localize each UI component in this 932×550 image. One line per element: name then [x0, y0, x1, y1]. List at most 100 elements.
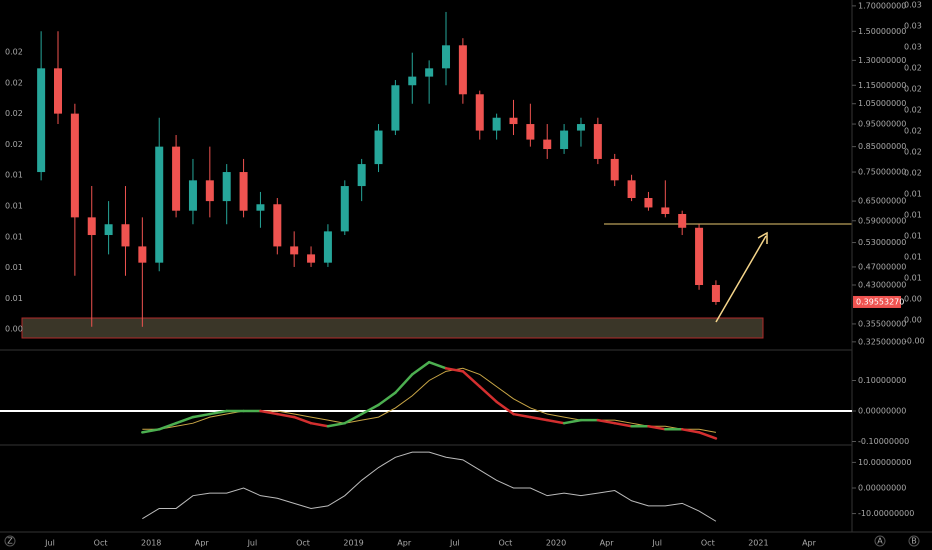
left-axis-label: 0.01 [5, 202, 23, 211]
left-axis-label: 0.01 [5, 294, 23, 303]
macd-line [292, 415, 313, 425]
macd-line [596, 418, 616, 425]
macd-line [259, 409, 279, 416]
y-tick-label: 1.70000000 [858, 1, 906, 10]
left-axis-label: 0.02 [5, 140, 23, 149]
x-tick-label: Oct [498, 539, 512, 548]
macd-line [208, 409, 228, 416]
y-tick-label: 0.00000000 [858, 406, 906, 415]
macd-line [309, 421, 330, 428]
y-tick-label: 0.32500000 [858, 337, 906, 346]
right-axis-label: 0.03 [904, 43, 922, 52]
right-axis-label: 0.01 [904, 274, 922, 283]
candle-body [425, 68, 434, 77]
left-axis-label: 0.01 [5, 171, 23, 180]
arrow-line [715, 235, 767, 323]
candle-body [323, 231, 332, 263]
x-tick-label: Oct [296, 539, 310, 548]
macd-line [141, 428, 161, 434]
macd-line [697, 431, 718, 440]
candle-body [627, 180, 636, 199]
x-tick-label: Apr [195, 539, 210, 548]
candle-body [273, 204, 282, 247]
right-axis-label: 0.02 [904, 85, 922, 94]
y-tick-label: 0.53000000 [858, 238, 906, 247]
left-axis-label: 0.00 [5, 325, 23, 334]
macd-line [157, 421, 178, 431]
right-axis-label: 0.02 [904, 169, 922, 178]
x-tick-label: 2019 [343, 539, 363, 548]
last-price-box [853, 295, 901, 308]
y-tick-label: 0.43000000 [858, 281, 906, 290]
macd-line [427, 360, 448, 370]
y-tick-label: 1.50000000 [858, 27, 906, 36]
candle-body [340, 186, 349, 232]
candle-body [509, 117, 518, 125]
macd-line [529, 415, 549, 422]
x-tick-label: Oct [701, 539, 715, 548]
macd-line [360, 403, 380, 416]
candle-body [593, 124, 602, 159]
y-tick-label: 0.35500000 [858, 319, 906, 328]
candle-body [711, 285, 720, 302]
macd-line [191, 412, 212, 419]
x-tick-label: Jul [651, 539, 662, 548]
candle-body [644, 198, 653, 208]
x-tick-label: Apr [397, 539, 412, 548]
macd-line [562, 418, 583, 425]
y-tick-label: -0.10000000 [858, 437, 909, 446]
oscillator-line [142, 451, 717, 522]
candle-body [678, 214, 687, 228]
support-zone [21, 317, 764, 339]
right-axis-label: 0.02 [904, 106, 922, 115]
candle-body [290, 246, 299, 255]
right-axis-label: 0.01 [904, 253, 922, 262]
candle-body [526, 124, 535, 140]
candle-body [576, 124, 585, 131]
x-tick-label: Jul [449, 539, 460, 548]
candle-body [37, 68, 46, 173]
macd-line [512, 412, 532, 419]
x-tick-label: 2018 [141, 539, 161, 548]
candle-body [458, 45, 467, 95]
candle-body [70, 113, 79, 218]
macd-line [377, 391, 397, 407]
candle-body [391, 85, 400, 131]
x-tick-label: 2021 [748, 539, 768, 548]
candle-body [239, 172, 248, 211]
y-tick-label: 0.59000000 [858, 216, 906, 225]
candle-body [138, 246, 147, 263]
right-axis-label: -0.00 [904, 337, 925, 346]
macd-line [276, 412, 296, 419]
candle-body [357, 164, 366, 187]
macd-line [613, 421, 633, 428]
candle-body [408, 76, 417, 86]
y-tick-label: 0.10000000 [858, 376, 906, 385]
y-tick-label: 0.95000000 [858, 120, 906, 129]
right-axis-label: 0.00 [904, 316, 922, 325]
candle-body [222, 172, 231, 202]
y-tick-label: 0.65000000 [858, 197, 906, 206]
right-axis-label: 0.02 [904, 64, 922, 73]
corner-icon[interactable]: Z [7, 537, 13, 546]
right-axis-label: 0.01 [904, 190, 922, 199]
candle-body [307, 254, 316, 263]
left-axis-label: 0.02 [5, 48, 23, 57]
corner-icon[interactable]: B [911, 537, 917, 546]
x-tick-label: Apr [802, 539, 817, 548]
macd-line [174, 415, 195, 425]
x-tick-label: Jul [44, 539, 55, 548]
candle-body [155, 146, 164, 263]
corner-icon-bg [874, 535, 886, 547]
macd-line [444, 367, 465, 373]
candle-body [87, 217, 96, 236]
corner-icon[interactable]: A [877, 537, 883, 546]
last-price-label: 0.39553270 [856, 297, 904, 306]
right-axis-label: 0.03 [904, 1, 922, 10]
y-tick-label: 1.05000000 [858, 99, 906, 108]
macd-line [411, 360, 431, 376]
macd-line [495, 400, 515, 416]
macd-line [680, 428, 701, 434]
candle-body [188, 180, 197, 211]
